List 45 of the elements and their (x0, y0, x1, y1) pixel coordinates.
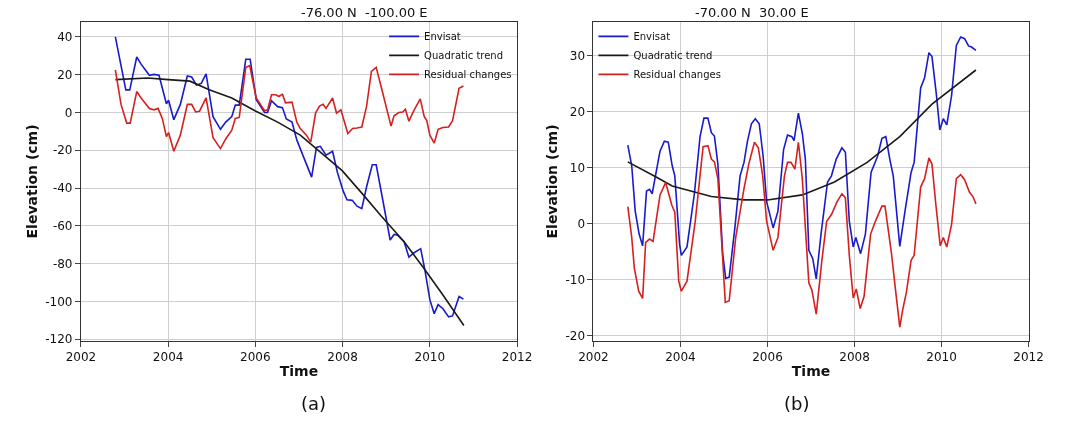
y-tick-label: -10 (565, 272, 586, 287)
x-tick-label: 2002 (578, 350, 609, 365)
y-tick-label: 40 (57, 30, 73, 45)
y-axis-title: Elevation (cm) (544, 124, 561, 239)
x-tick-label: 2006 (752, 350, 783, 365)
x-tick-label: 2012 (1013, 350, 1044, 365)
x-tick-label: 2004 (152, 350, 184, 365)
x-axis-title: Time (791, 362, 831, 379)
y-tick-label: 0 (577, 216, 586, 231)
y-axis-title: Elevation (cm) (23, 124, 40, 239)
x-tick-label: 2010 (926, 350, 957, 365)
text: (b) (784, 393, 810, 414)
x-tick-label: 2008 (839, 350, 870, 365)
line-series (114, 64, 465, 153)
y-tick-label: 30 (569, 48, 586, 63)
y-tick-label: 20 (569, 104, 586, 119)
chart-title: -70.00 N 30.00 E (695, 5, 809, 20)
y-tick-label: -80 (52, 256, 73, 271)
y-tick-label: -100 (45, 294, 73, 309)
y-tick-label: -40 (52, 181, 73, 196)
y-tick-label: -20 (52, 143, 73, 158)
chart-title: -76.00 N -100.00 E (301, 5, 428, 20)
x-axis-title: Time (279, 362, 319, 379)
legend-label: Residual changes (633, 69, 721, 81)
y-tick-label: -20 (565, 328, 586, 343)
legend-label: Quadratic trend (633, 50, 713, 62)
legend-label: Envisat (633, 31, 671, 43)
x-tick-label: 2010 (414, 350, 446, 365)
text: (a) (301, 393, 327, 414)
legend-label: Quadratic trend (424, 50, 504, 62)
line-series (114, 77, 465, 327)
x-tick-label: 2006 (240, 350, 271, 365)
y-tick-label: -120 (45, 332, 73, 347)
y-tick-label: 10 (569, 160, 586, 175)
line-series (627, 141, 977, 328)
y-tick-label: 20 (57, 67, 73, 82)
line-series (627, 69, 977, 201)
x-tick-label: 2008 (327, 350, 358, 365)
x-tick-label: 2002 (65, 350, 97, 365)
x-tick-label: 2004 (665, 350, 696, 365)
y-tick-label: 0 (64, 105, 73, 120)
legend-label: Residual changes (424, 69, 512, 81)
x-tick-label: 2012 (501, 350, 533, 365)
legend-label: Envisat (424, 31, 461, 43)
y-tick-label: -60 (52, 219, 73, 234)
